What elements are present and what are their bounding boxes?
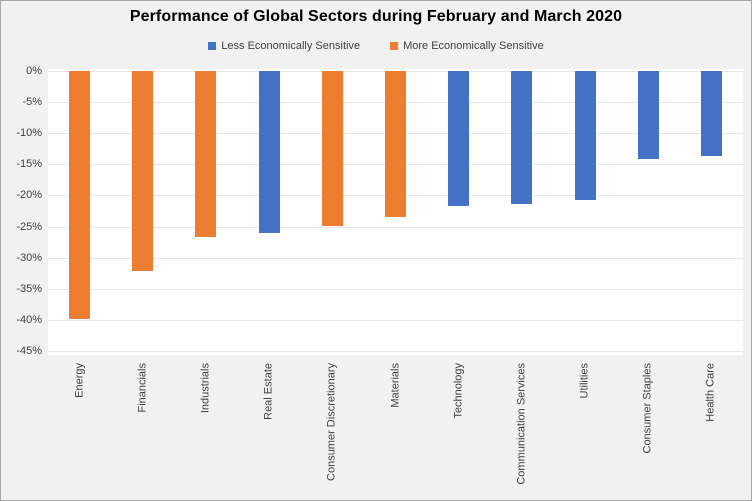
plot-area [48, 69, 743, 355]
x-axis-label-communication-services: Communication Services [515, 363, 528, 485]
bar-real-estate [258, 71, 280, 234]
legend-item-more: More Economically Sensitive [390, 40, 544, 52]
x-axis-label-materials: Materials [389, 363, 401, 408]
x-axis-label-utilities: Utilities [578, 363, 591, 399]
gridline [48, 319, 743, 321]
chart-title: Performance of Global Sectors during Feb… [129, 8, 623, 25]
y-tick-label: 0% [26, 65, 42, 77]
bar-communication-services [511, 71, 533, 205]
y-tick-label: -45% [16, 345, 42, 357]
y-tick-label: -5% [22, 96, 42, 109]
y-tick-label: -30% [16, 251, 42, 264]
x-axis-label-financials: Financials [136, 363, 149, 413]
y-tick-label: -40% [16, 313, 42, 326]
gridline [48, 351, 743, 352]
bar-health-care [700, 71, 722, 156]
bar-financials [132, 71, 154, 271]
x-axis-label-technology: Technology [452, 363, 465, 419]
legend-label-more: More Economically Sensitive [403, 40, 544, 52]
x-axis-label-industrials: Industrials [199, 363, 212, 414]
legend-swatch-more-icon [390, 42, 399, 50]
legend: Less Economically Sensitive More Economi… [1, 40, 751, 52]
bar-materials [385, 71, 406, 217]
bar-energy [69, 71, 91, 320]
bar-industrials [195, 71, 217, 237]
gridline [48, 226, 743, 228]
bar-consumer-staples [637, 71, 659, 160]
y-tick-label: -35% [16, 282, 42, 295]
x-axis-label-consumer-discretionary: Consumer Discretionary [325, 363, 338, 481]
y-tick-label: -10% [16, 127, 42, 140]
x-axis-label-consumer-staples: Consumer Staples [641, 363, 654, 454]
x-axis-label-health-care: Health Care [704, 363, 717, 422]
y-tick-label: -25% [16, 220, 42, 233]
bar-utilities [574, 71, 596, 200]
x-axis-label-energy: Energy [73, 363, 86, 398]
legend-item-less: Less Economically Sensitive [208, 40, 360, 52]
bar-technology [448, 71, 470, 207]
gridline [48, 257, 743, 259]
gridline [48, 288, 743, 290]
y-tick-label: -20% [16, 189, 42, 202]
bar-consumer-discretionary [321, 71, 343, 226]
legend-label-less: Less Economically Sensitive [221, 40, 361, 52]
x-axis-label-real-estate: Real Estate [262, 363, 275, 420]
y-tick-label: -15% [16, 158, 42, 171]
legend-swatch-less-icon [208, 42, 217, 50]
